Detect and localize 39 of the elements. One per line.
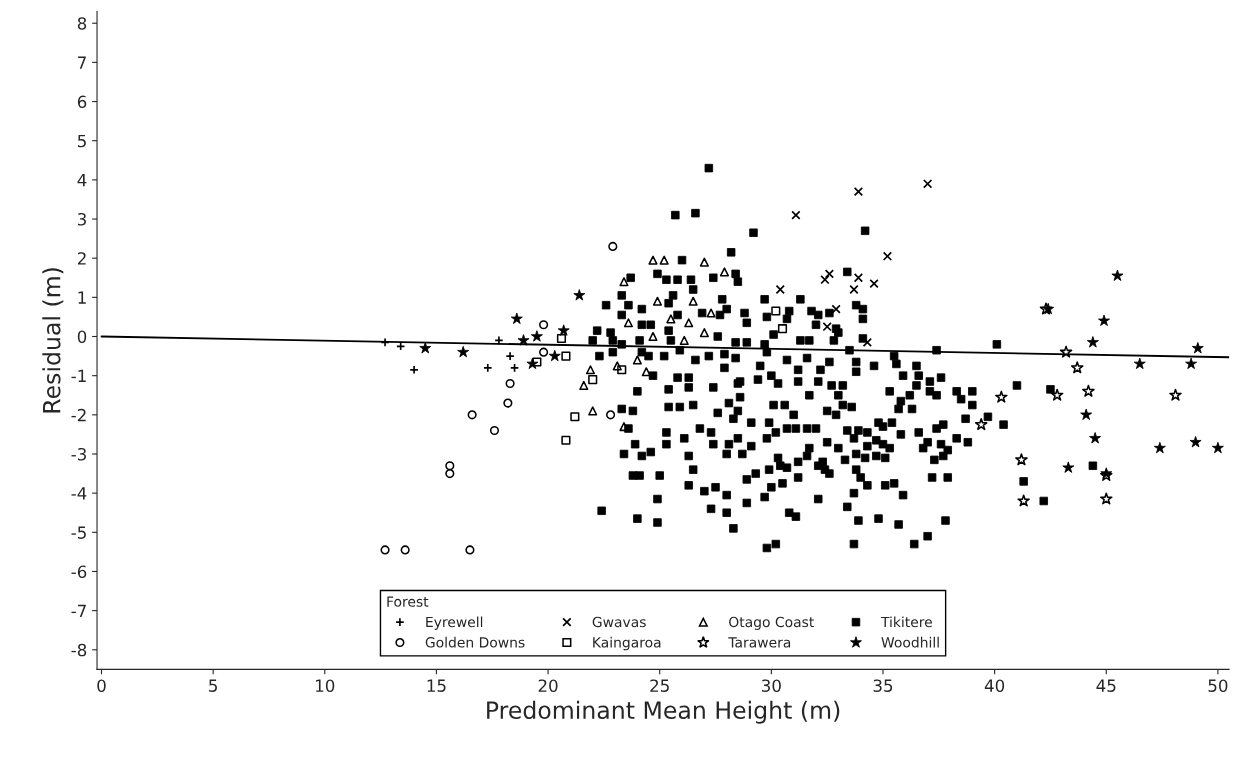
x-tick-label: 35 — [873, 679, 893, 692]
x-tick-label: 25 — [650, 679, 669, 692]
x-tick-label: 10 — [316, 679, 335, 692]
x-tick-label: 45 — [1096, 679, 1116, 692]
legend-label: Eyrewell — [426, 616, 483, 630]
y-tick-label: 5 — [77, 134, 86, 148]
legend-label: Woodhill — [881, 636, 939, 648]
x-tick-label: 5 — [209, 679, 217, 692]
y-tick-label: -3 — [71, 447, 86, 461]
legend-label: Golden Downs — [425, 636, 525, 648]
legend-label: Tarawera — [728, 637, 791, 648]
x-tick-label: 30 — [762, 679, 781, 692]
y-tick-label: -5 — [71, 526, 86, 539]
y-tick-label: -1 — [71, 369, 86, 382]
y-axis-title: Residual (m) — [42, 268, 64, 413]
legend-label: Kaingaroa — [593, 636, 661, 651]
x-tick-label: 15 — [427, 679, 446, 692]
x-tick-label: 20 — [538, 679, 558, 692]
x-tick-label: 0 — [97, 679, 106, 692]
y-tick-label: -7 — [71, 604, 86, 617]
legend-label: Gwavas — [592, 616, 646, 628]
y-tick-label: 0 — [77, 330, 87, 344]
x-axis-title: Predominant Mean Height (m) — [487, 700, 840, 724]
x-tick-label: 50 — [1208, 679, 1228, 692]
x-tick-label: 40 — [984, 679, 1005, 692]
y-tick-label: 8 — [77, 17, 87, 30]
legend-label: Tikitere — [880, 616, 932, 628]
y-tick-label: -6 — [71, 565, 87, 579]
y-tick-label: 6 — [77, 95, 87, 109]
y-tick-label: -2 — [71, 408, 86, 422]
y-tick-label: 1 — [78, 291, 86, 304]
y-tick-label: 7 — [78, 56, 86, 69]
y-tick-label: 2 — [77, 252, 86, 265]
y-tick-label: 3 — [77, 212, 86, 226]
y-tick-label: -4 — [71, 487, 87, 500]
y-tick-label: -8 — [71, 643, 87, 657]
y-tick-label: 4 — [77, 174, 87, 187]
legend-title: Forest — [387, 596, 429, 607]
legend-label: Otago Coast — [729, 616, 814, 630]
